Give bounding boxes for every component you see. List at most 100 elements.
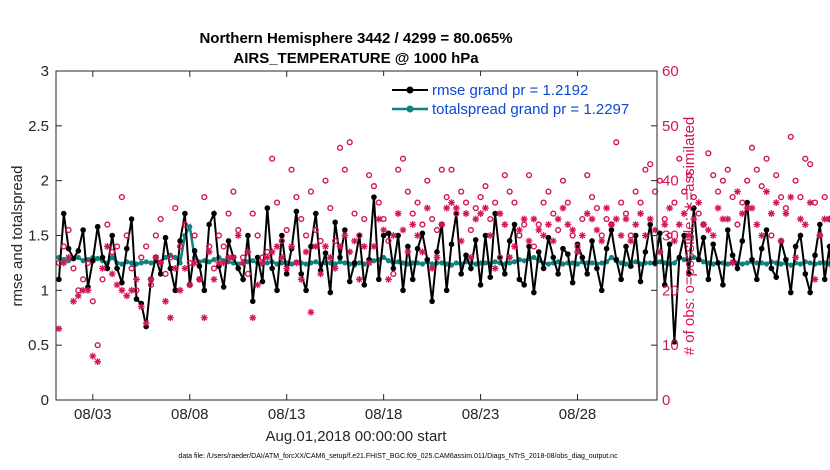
totalspread-point (797, 261, 804, 267)
obs-assimilated-point (55, 325, 63, 333)
obs-possible-point (429, 215, 436, 223)
obs-possible-point (506, 188, 513, 195)
obs-assimilated-point (312, 243, 320, 250)
rmse-point (182, 210, 188, 217)
obs-possible-point (172, 204, 179, 212)
rmse-point (332, 219, 338, 226)
obs-assimilated-point (462, 210, 470, 217)
x-tick-label: 08/23 (462, 406, 500, 423)
obs-possible-point (312, 226, 319, 234)
totalspread-point (589, 260, 595, 266)
rmse-point (109, 232, 116, 239)
rmse-point (65, 245, 72, 252)
rmse-point (225, 238, 232, 244)
rmse-point (802, 271, 809, 277)
totalspread-point (337, 259, 343, 265)
obs-possible-point (734, 221, 741, 228)
obs-assimilated-point (283, 265, 291, 272)
footer-datafile: data file: /Users/raeder/DAI/ATM_forcXX/… (178, 453, 618, 460)
obs-possible-point (462, 199, 470, 206)
totalspread-point (744, 260, 750, 266)
totalspread-point (419, 261, 426, 267)
obs-possible-point (564, 199, 571, 206)
totalspread-point (187, 224, 193, 230)
totalspread-point (482, 260, 489, 266)
obs-possible-point (492, 199, 499, 206)
rmse-point (729, 252, 736, 259)
rmse-point (123, 245, 130, 252)
rmse-point (133, 296, 140, 302)
obs-possible-point (477, 194, 484, 201)
obs-possible-point (603, 215, 610, 223)
totalspread-point (162, 254, 169, 261)
obs-assimilated-point (278, 254, 286, 261)
obs-assimilated-point (709, 232, 717, 239)
rmse-point (177, 238, 183, 244)
totalspread-point (439, 260, 445, 266)
obs-possible-point (419, 221, 426, 228)
rmse-point (783, 256, 789, 263)
obs-possible-point (777, 194, 785, 201)
totalspread-point (570, 260, 576, 266)
obs-possible-point (210, 265, 218, 272)
obs-assimilated-point (414, 232, 421, 239)
obs-possible-point (487, 215, 494, 223)
obs-assimilated-point (482, 204, 489, 212)
obs-possible-point (249, 210, 256, 217)
obs-possible-point (598, 232, 605, 239)
obs-assimilated-point (317, 270, 325, 278)
obs-possible-point (618, 199, 625, 206)
totalspread-point (313, 259, 319, 265)
obs-assimilated-point (399, 226, 407, 234)
totalspread-point (332, 261, 338, 267)
obs-assimilated-point (588, 215, 596, 223)
rmse-point (298, 271, 305, 277)
obs-assimilated-point (99, 265, 106, 272)
rmse-point (589, 238, 595, 244)
rmse-point (60, 210, 67, 217)
obs-assimilated-point (772, 199, 780, 206)
rmse-point (283, 271, 290, 277)
obs-assimilated-point (448, 199, 455, 206)
obs-assimilated-point (612, 215, 620, 223)
rmse-point (594, 265, 600, 272)
obs-assimilated-point (210, 275, 218, 283)
obs-series (55, 133, 830, 366)
rmse-point (269, 265, 275, 272)
totalspread-point (143, 259, 149, 265)
rmse-point (506, 238, 513, 244)
obs-possible-point (501, 172, 508, 179)
obs-possible-point (307, 188, 315, 195)
rmse-point (734, 265, 741, 272)
obs-possible-point (792, 177, 799, 184)
obs-possible-point (758, 183, 765, 190)
rmse-point (119, 279, 125, 286)
obs-assimilated-point (123, 292, 131, 300)
rmse-point (375, 276, 382, 283)
rmse-point (565, 251, 571, 257)
obs-assimilated-point (336, 243, 344, 250)
obs-possible-point (244, 270, 252, 277)
obs-assimilated-point (787, 193, 795, 201)
obs-assimilated-point (351, 237, 358, 245)
obs-assimilated-point (758, 232, 766, 239)
obs-possible-point (637, 199, 644, 206)
obs-assimilated-point (801, 221, 809, 228)
totalspread-point (95, 255, 101, 262)
totalspread-point (172, 254, 178, 261)
totalspread-point (119, 261, 125, 267)
rmse-point (249, 298, 256, 305)
obs-assimilated-point (128, 286, 136, 294)
obs-possible-point (763, 155, 770, 162)
totalspread-point (400, 260, 406, 266)
obs-assimilated-point (569, 226, 577, 234)
obs-possible-point (516, 232, 523, 239)
rmse-point (792, 243, 799, 250)
obs-possible-point (298, 215, 305, 223)
obs-assimilated-point (680, 210, 688, 217)
obs-assimilated-point (341, 232, 349, 239)
totalspread-point (453, 260, 459, 266)
obs-assimilated-point (419, 248, 426, 256)
obs-possible-point (748, 144, 756, 151)
obs-possible-point (327, 204, 334, 212)
